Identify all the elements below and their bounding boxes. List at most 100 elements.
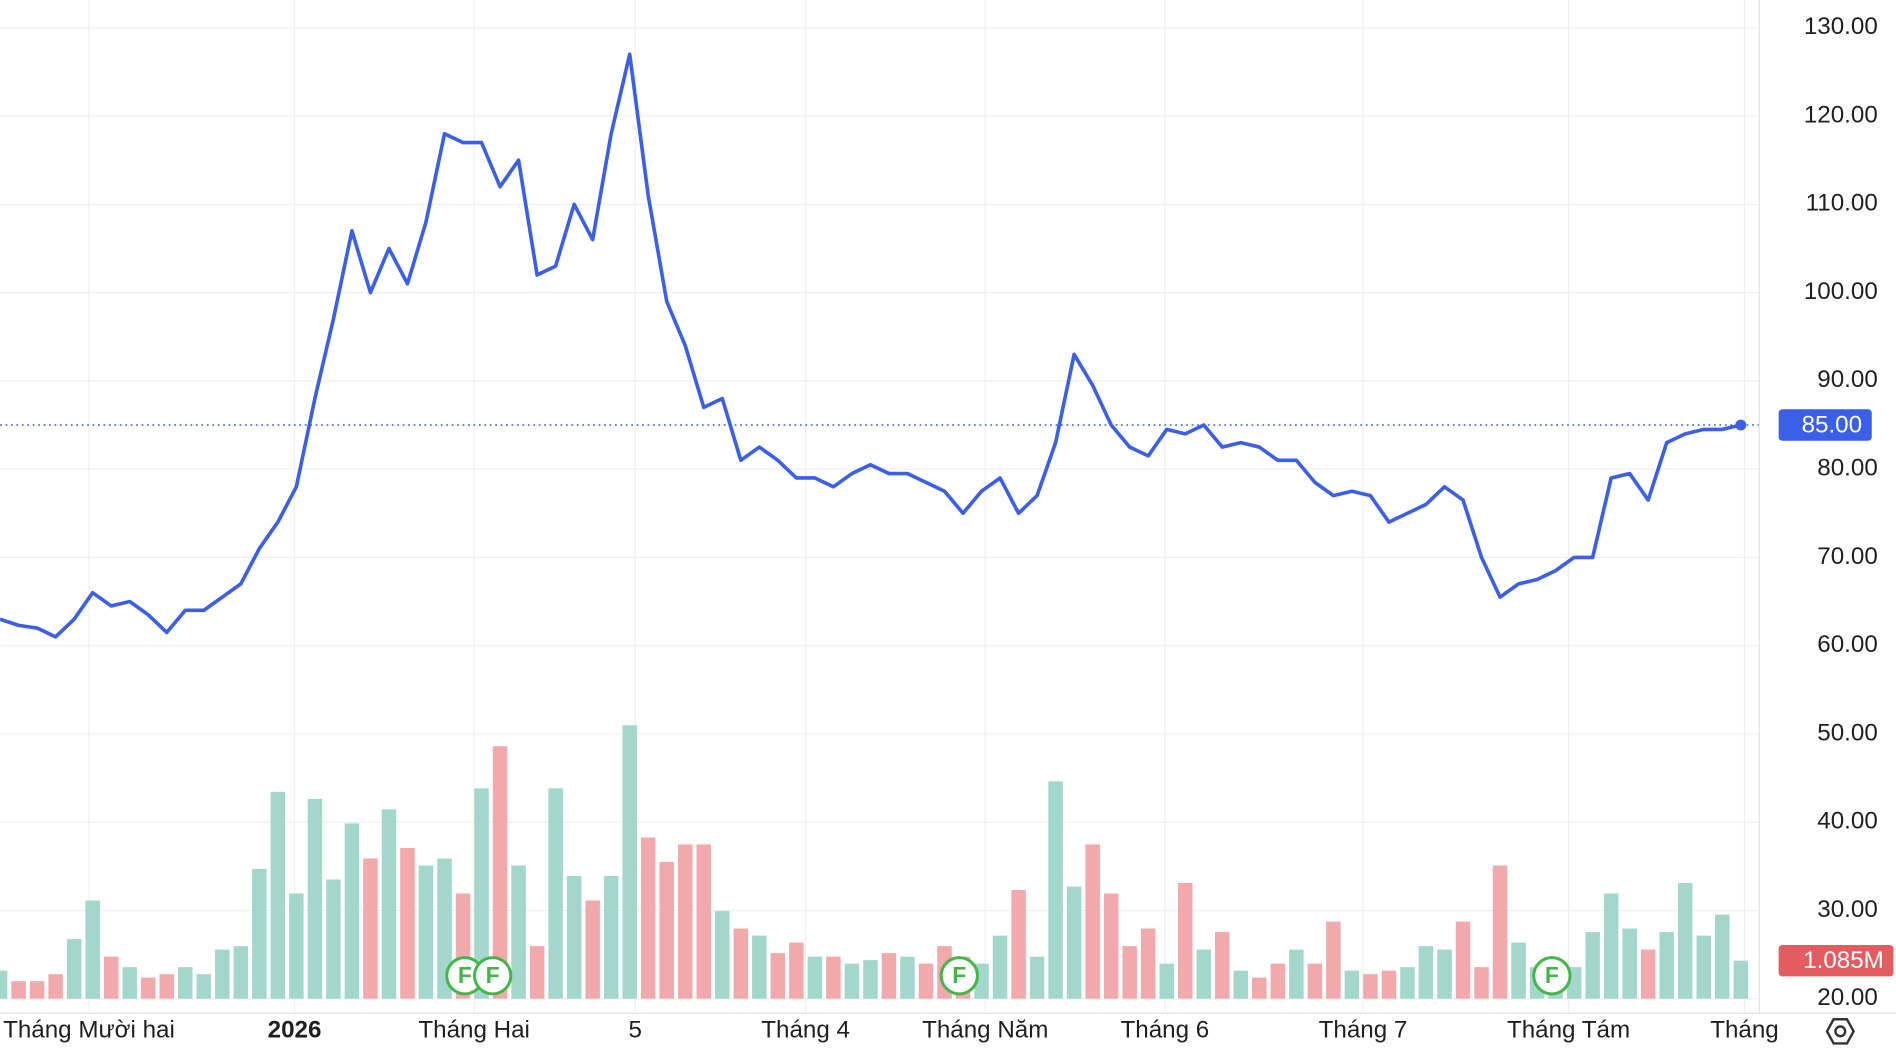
x-tick-label: Tháng Mười hai (3, 1017, 175, 1044)
y-tick-label: 130.00 (1804, 13, 1878, 40)
volume-bar (122, 967, 137, 999)
volume-bar (85, 900, 100, 999)
volume-bar (770, 953, 786, 999)
volume-bar (1492, 865, 1508, 999)
event-circle (939, 956, 979, 996)
volume-bar (381, 809, 397, 999)
volume-bar (1381, 970, 1397, 999)
volume-bar (1640, 949, 1656, 999)
volume-bar (29, 981, 45, 999)
y-tick-label: 70.00 (1817, 543, 1878, 570)
price-line (0, 52, 1742, 639)
volume-tag (1778, 944, 1894, 977)
volume-bar (1733, 960, 1749, 999)
volume-bar (715, 911, 730, 999)
x-tick-label: Tháng Năm (922, 1017, 1048, 1044)
volume-bar (0, 970, 8, 999)
volume-bar (418, 865, 434, 999)
settings-icon (1825, 1018, 1855, 1045)
x-tick-label: Tháng 4 (761, 1017, 850, 1044)
volume-bar (1140, 928, 1156, 999)
volume-bar (1289, 949, 1304, 999)
volume-bar (1677, 882, 1693, 999)
grid (0, 0, 1760, 1014)
volume-bar (1715, 914, 1730, 999)
volume-bar (196, 974, 212, 999)
volume-bar (1270, 963, 1286, 999)
volume-bar (326, 879, 341, 999)
volume-bar (548, 788, 563, 999)
volume-bar (677, 844, 693, 999)
y-tick-label: 50.00 (1817, 719, 1878, 746)
volume-bar (1159, 963, 1174, 999)
volume-bar (1585, 932, 1600, 999)
y-tick-label: 80.00 (1817, 455, 1878, 482)
volume-bar (511, 865, 526, 999)
volume-bar (270, 791, 286, 999)
volume-bar (1400, 967, 1415, 999)
volume-bar (1344, 970, 1360, 999)
volume-bar (1511, 942, 1526, 999)
volume-bar (103, 956, 119, 999)
volume-bar (233, 946, 249, 999)
x-tick-label: Tháng 7 (1319, 1017, 1408, 1044)
x-tick-label: Tháng 6 (1121, 1017, 1210, 1044)
volume-bar (1196, 949, 1212, 999)
volume-bar (1177, 882, 1193, 999)
volume-bar (140, 977, 156, 999)
event-marker[interactable]: F (939, 956, 979, 996)
volume-bar (1622, 928, 1637, 999)
settings-icon-center (1834, 1025, 1847, 1038)
volume-bar (1048, 781, 1063, 999)
volume-bar (1029, 956, 1045, 999)
volume-bar (863, 960, 878, 999)
volume-bar (1418, 946, 1434, 999)
volume-bar (659, 861, 674, 999)
volume-bar (1437, 949, 1452, 999)
y-tick-label: 120.00 (1804, 101, 1878, 128)
volume-bar (344, 823, 360, 999)
volume-bar (1103, 893, 1119, 999)
volume-bar (1603, 893, 1619, 999)
volume-bar (622, 725, 637, 999)
event-label: F (486, 962, 500, 988)
volume-bar (1659, 932, 1674, 999)
event-circle (1532, 956, 1572, 996)
event-label: F (952, 962, 966, 988)
volume-bar (1011, 890, 1026, 999)
volume-bar (178, 967, 193, 999)
volume-bar (11, 981, 26, 999)
volume-bar (844, 963, 860, 999)
y-tick-label: 100.00 (1804, 278, 1878, 305)
volume-bar (1122, 946, 1137, 999)
y-axis: 20.00 30.00 40.00 50.00 60.00 70.00 80.00 90.00… (1778, 13, 1894, 1011)
event-circle (473, 956, 513, 996)
volume-bar (1455, 921, 1471, 999)
volume-bar (437, 858, 452, 999)
volume-bar (807, 956, 823, 999)
event-marker[interactable]: F (473, 956, 513, 996)
volume-bar (789, 942, 804, 999)
volume-bar (307, 798, 323, 999)
y-tick-label: 40.00 (1817, 808, 1878, 835)
volume-bar (640, 837, 656, 999)
volume-bar (529, 946, 545, 999)
x-axis: Tháng Mười hai 2026 Tháng Hai 5 Tháng 4 Tháng… (3, 1017, 1779, 1044)
event-marker[interactable]: F (1532, 956, 1572, 996)
volume-bar (1252, 977, 1267, 999)
volume-bar (1363, 974, 1378, 999)
volume-bar (1215, 932, 1230, 999)
x-tick-label: Tháng Tám (1507, 1017, 1630, 1044)
volume-bar (66, 939, 82, 999)
settings-button[interactable] (1825, 1018, 1855, 1045)
x-tick-label: Tháng (1710, 1017, 1779, 1044)
volume-bar (400, 847, 415, 999)
y-tick-label: 30.00 (1817, 896, 1878, 923)
volume-bar (1085, 844, 1100, 999)
volume-bar (492, 746, 508, 999)
x-tick-label: Tháng Hai (418, 1017, 530, 1044)
price-tag (1778, 409, 1872, 441)
volume-bar (289, 893, 304, 999)
